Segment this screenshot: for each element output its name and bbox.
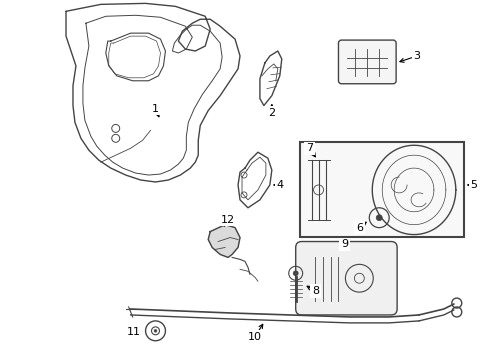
- Text: 2: 2: [268, 108, 275, 117]
- Polygon shape: [208, 225, 240, 257]
- Text: 8: 8: [311, 286, 319, 296]
- Circle shape: [375, 215, 382, 221]
- Text: 1: 1: [152, 104, 159, 113]
- Text: 9: 9: [340, 239, 347, 249]
- Text: 12: 12: [221, 215, 235, 225]
- FancyBboxPatch shape: [295, 242, 396, 315]
- Text: 10: 10: [247, 332, 262, 342]
- Text: 4: 4: [276, 180, 283, 190]
- FancyBboxPatch shape: [338, 40, 395, 84]
- Circle shape: [293, 271, 298, 276]
- Text: 3: 3: [413, 51, 420, 61]
- Circle shape: [154, 329, 157, 332]
- Bar: [299, 142, 463, 237]
- Text: 5: 5: [469, 180, 476, 190]
- Text: 6: 6: [355, 222, 362, 233]
- Text: 11: 11: [126, 327, 141, 337]
- Text: 7: 7: [305, 143, 312, 153]
